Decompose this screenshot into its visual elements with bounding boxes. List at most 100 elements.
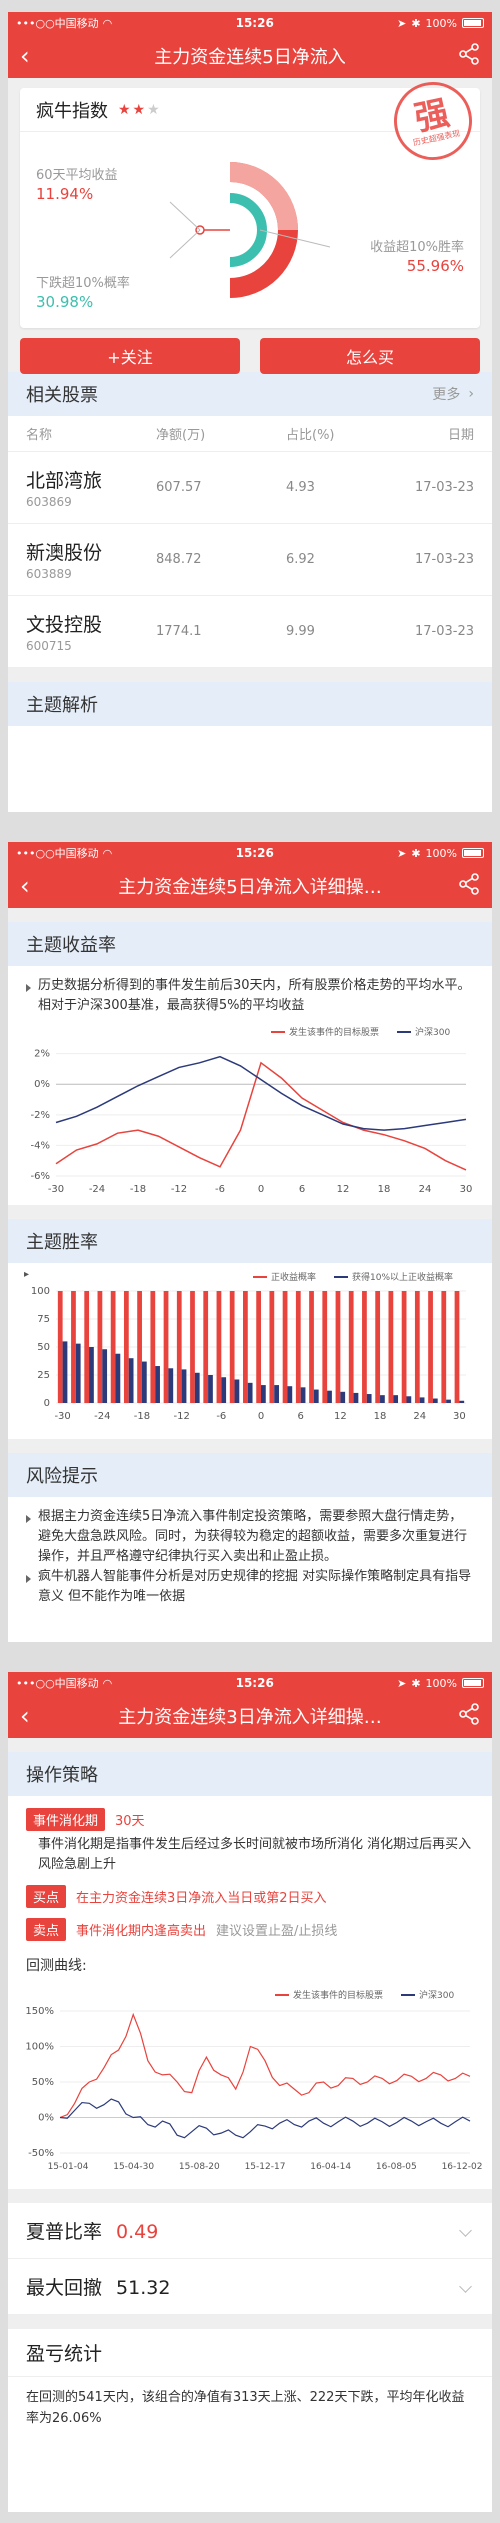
x-tick-label: -12 [171,1184,187,1195]
wifi-icon: ◠ [102,1676,113,1690]
bar [295,1291,301,1403]
stock-row[interactable]: 文投控股 600715 1774.1 9.99 17-03-23 [8,596,492,668]
x-tick-label: 18 [378,1184,391,1195]
col-net: 净额(万) [156,428,206,443]
carrier-label: •••○○中国移动 [16,1677,99,1690]
legend-entry: 沪深300 [415,1026,450,1038]
x-tick-label: -18 [130,1184,146,1195]
sell-hint: 建议设置止盈/止损线 [216,1924,338,1939]
drop-prob-value: 30.98% [36,293,94,311]
screen-2: •••○○中国移动 ◠ 15:26 ➤ ✱ 100% ‹ 主力资金连续5日净流入详细操… [8,842,492,1642]
drawdown-row[interactable]: 最大回撤 51.32 [8,2259,492,2315]
bar [313,1389,319,1403]
x-tick-label: -6 [215,1184,225,1195]
bar [137,1291,142,1403]
backtest-label: 回测曲线: [26,1958,87,1974]
stock-name: 新澳股份 [26,542,103,564]
index-name: 疯牛指数 [36,100,108,122]
related-stocks-header: 相关股票 更多 › [8,372,492,416]
back-icon[interactable]: ‹ [20,42,30,70]
bar [247,1382,253,1403]
legend-entry: 正收益概率 [271,1271,316,1283]
win-rate-block: 收益超10%胜率 55.96% [370,236,464,275]
wifi-icon: ◠ [102,846,113,860]
theme-win-header: 主题胜率 [8,1219,492,1263]
back-icon[interactable]: ‹ [20,1702,30,1730]
x-tick-label: 15-04-30 [113,2162,154,2172]
bar [441,1291,447,1403]
stock-ratio: 6.92 [286,552,315,567]
series-line [59,2012,471,2119]
back-icon[interactable]: ‹ [20,872,30,900]
bar [309,1291,314,1403]
bar [353,1392,359,1403]
bar [375,1291,381,1403]
bar [414,1291,420,1403]
bar [89,1347,94,1403]
avg-return-value: 11.94% [36,185,94,203]
x-tick-label: 12 [334,1411,347,1422]
how-to-buy-button[interactable]: 怎么买 [260,338,480,374]
bar [128,1358,134,1403]
y-tick-label: 0% [38,2113,54,2124]
bar [340,1391,346,1403]
follow-button[interactable]: +关注 [20,338,240,374]
y-tick-label: -2% [31,1110,50,1121]
theme-return-title: 主题收益率 [26,935,116,956]
x-tick-label: -12 [173,1411,189,1422]
legend-entry: 发生该事件的目标股票 [289,1026,379,1038]
screen-3: •••○○中国移动 ◠ 15:26 ➤ ✱ 100% ‹ 主力资金连续3日净流入详细操… [8,1672,492,2512]
bar [181,1369,187,1403]
x-tick-label: 15-08-20 [179,2162,220,2172]
stock-ratio: 9.99 [286,624,315,639]
x-tick-label: 30 [453,1411,466,1422]
share-icon[interactable] [450,873,480,899]
col-date: 日期 [447,428,474,443]
series-line [55,1055,467,1131]
avg-return-label: 60天平均收益 [36,168,118,183]
share-icon[interactable] [450,43,480,69]
bar [366,1394,372,1403]
bar [155,1366,160,1403]
bar [282,1291,288,1403]
bar [388,1291,394,1403]
status-time: 15:26 [235,1676,274,1690]
nav-title: 主力资金连续3日净流入详细操… [118,1707,382,1728]
sharpe-row[interactable]: 夏普比率 0.49 [8,2203,492,2259]
stock-name: 北部湾旅 [26,470,103,492]
bar [322,1291,328,1403]
stock-row[interactable]: 新澳股份 603889 848.72 6.92 17-03-23 [8,524,492,596]
bar [348,1291,354,1403]
y-tick-label: -4% [31,1140,50,1151]
bar [97,1291,103,1403]
related-stocks-title: 相关股票 [26,385,98,406]
strategy-header: 操作策略 [8,1752,492,1796]
more-link[interactable]: 更多 › [432,384,474,404]
x-tick-label: 15-01-04 [48,2162,89,2172]
series-line [59,2098,471,2139]
strategy-title: 操作策略 [26,1765,98,1786]
x-tick-label: -6 [216,1411,226,1422]
share-icon[interactable] [450,1703,480,1729]
win-rate-value: 55.96% [406,257,464,275]
battery-label: 100% [425,846,457,860]
x-tick-label: 6 [299,1184,305,1195]
nav-bar: ‹ 主力资金连续3日净流入详细操… [8,1694,492,1738]
stock-net: 1774.1 [156,624,202,639]
drop-prob-block: 下跌超10%概率 30.98% [36,272,130,311]
nav-title: 主力资金连续5日净流入详细操… [118,877,382,898]
nav-bar: ‹ 主力资金连续5日净流入 [8,34,492,78]
theme-analysis-header: 主题解析 [8,682,492,726]
bar [141,1361,147,1403]
bar [300,1387,306,1403]
battery-icon [462,848,484,858]
bar [110,1291,116,1403]
bar [229,1291,235,1403]
stock-row[interactable]: 北部湾旅 603869 607.57 4.93 17-03-23 [8,452,492,524]
bar [362,1291,367,1403]
x-tick-label: -30 [54,1411,70,1422]
pnl-title: 盈亏统计 [8,2329,492,2377]
bar [459,1400,465,1403]
stock-net: 607.57 [156,480,202,495]
chart-marker: ▸ [24,1269,29,1280]
